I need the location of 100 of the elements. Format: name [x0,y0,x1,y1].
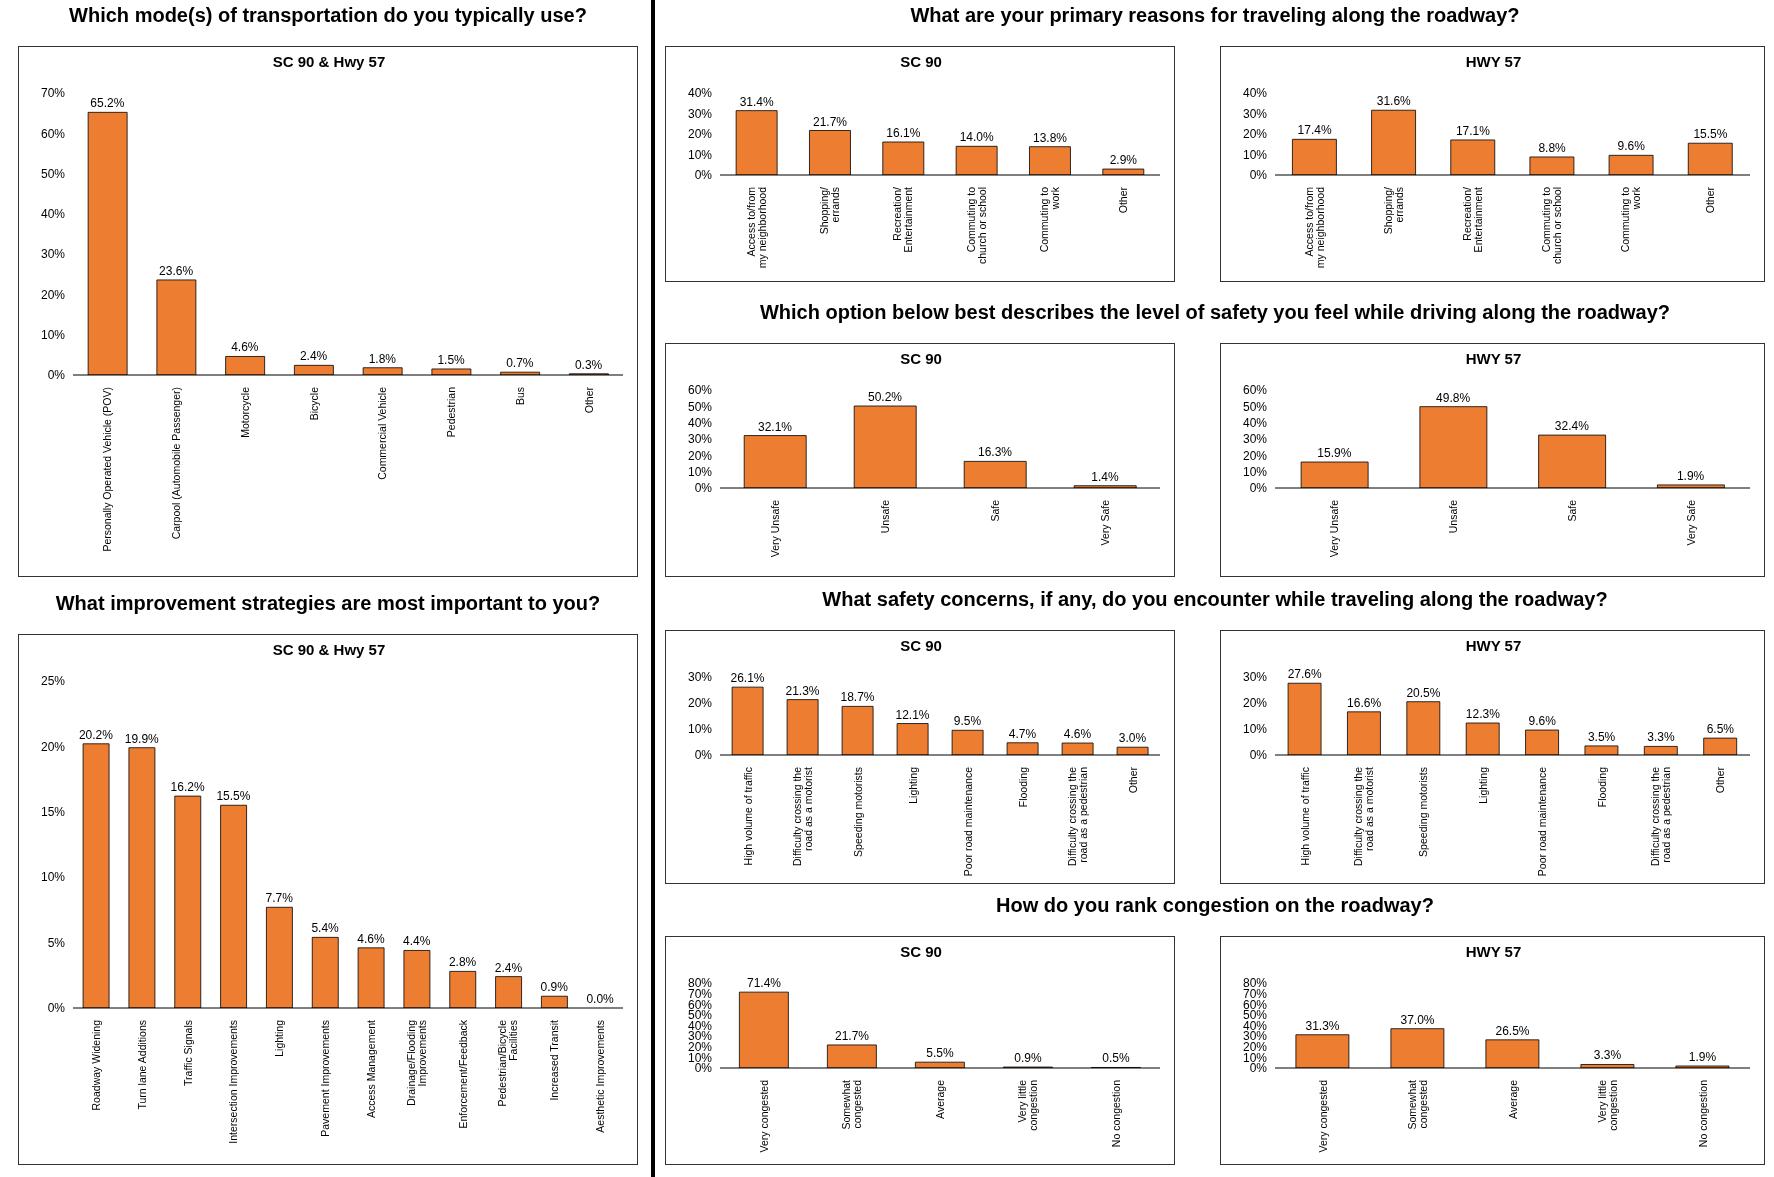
y-tick-label: 30% [1242,670,1268,685]
x-tick-label: Flooding [1595,766,1608,808]
x-tick-label: Shopping/ errands [818,186,841,235]
y-tick-label: 20% [40,739,66,754]
x-tick-label: Very Unsafe [769,499,781,558]
x-tick-label: Lighting [1476,766,1489,804]
data-label: 0.9% [540,980,569,995]
y-tick-label: 40% [1242,86,1268,101]
y-tick-label: 20% [1242,127,1268,142]
data-label: 49.8% [1436,390,1471,405]
y-tick-label: 30% [687,106,713,121]
x-tick-label: Access Management [364,1019,377,1119]
data-label: 3.3% [1593,1048,1622,1063]
x-tick-label: Very Unsafe [1328,499,1341,558]
x-tick-label: No congestion [1110,1079,1122,1148]
data-label: 3.5% [1587,729,1616,744]
x-tick-label: Average [1506,1079,1519,1119]
x-tick-label: Somewhat congested [840,1079,863,1130]
chart-subtitle: SC 90 [899,943,943,960]
y-tick-label: 40% [687,86,713,101]
data-label: 1.9% [1676,468,1705,483]
x-tick-label: Other [1126,766,1139,794]
data-label: 21.7% [812,114,848,129]
y-tick-label: 20% [40,287,66,302]
x-tick-label: Other [582,386,595,414]
data-label: 50.2% [867,390,903,405]
x-tick-label: Speeding motorists [1417,767,1430,857]
chart-subtitle: SC 90 [899,350,943,367]
y-tick-label: 10% [40,327,66,342]
data-label: 0.9% [1014,1051,1042,1066]
chart-title: Which mode(s) of transportation do you typically use? [68,4,588,27]
x-tick-label: Personally Operated Vehicle (POV) [101,387,114,552]
y-tick-label: 0% [694,1061,713,1076]
y-tick-label: 10% [1242,464,1268,479]
data-label: 4.7% [1008,726,1037,741]
data-label: 5.4% [311,921,340,936]
y-tick-label: 30% [687,670,713,685]
x-tick-label: Average [934,1079,946,1119]
chart-subtitle: HWY 57 [1464,53,1523,70]
x-tick-label: Very little congestion [1016,1079,1039,1131]
x-tick-label: Somewhat congested [1405,1079,1429,1130]
data-label: 7.7% [265,891,294,906]
y-tick-label: 0% [1249,168,1268,183]
chart-subtitle: HWY 57 [1464,943,1523,960]
data-label: 0.7% [506,356,534,371]
y-tick-label: 70% [687,986,713,1001]
y-tick-label: 50% [687,399,713,414]
y-tick-label: 20% [687,696,713,711]
data-label: 65.2% [90,96,125,111]
chart-subtitle: SC 90 [899,637,943,654]
data-label: 3.0% [1118,731,1147,746]
data-label: 14.0% [959,130,995,145]
x-tick-label: Safe [1565,499,1578,522]
y-tick-label: 10% [1242,147,1268,162]
data-label: 23.6% [159,263,194,278]
y-tick-label: 40% [1242,415,1268,430]
data-label: 1.8% [368,351,397,366]
x-tick-label: Difficulty crossing the road as a pedestrian [1648,766,1672,867]
x-tick-label: Traffic Signals [181,1020,194,1086]
chart-subtitle: SC 90 [899,53,943,70]
y-tick-label: 0% [694,481,713,496]
data-label: 19.9% [124,731,160,746]
x-tick-label: Commuting to work [1619,186,1643,253]
x-tick-label: Difficulty crossing the road as a motorist [1352,766,1376,867]
y-tick-label: 0% [1249,748,1268,763]
x-tick-label: Intersection Improvements [227,1020,240,1144]
data-label: 8.8% [1538,140,1567,155]
x-tick-label: Access to/from my neighborhood [1302,186,1326,269]
data-label: 31.3% [1305,1018,1340,1033]
y-tick-label: 0% [1249,1061,1268,1076]
chart-subtitle: SC 90 & Hwy 57 [271,53,387,70]
y-tick-label: 0% [1249,481,1268,496]
x-tick-label: No congestion [1696,1079,1709,1148]
y-tick-label: 20% [1242,448,1268,463]
data-label: 16.3% [977,445,1013,460]
y-tick-label: 50% [1242,399,1268,414]
y-tick-label: 10% [687,147,713,162]
x-tick-label: Pedestrian/Bicycle Facilities [496,1019,520,1107]
y-tick-label: 20% [687,448,713,463]
data-label: 31.4% [739,94,775,109]
x-tick-label: Difficulty crossing the road as a motorist [790,766,814,867]
data-label: 17.1% [1455,123,1491,138]
data-label: 31.6% [1376,94,1412,109]
x-tick-label: Poor road maintenance [1536,766,1549,877]
x-tick-label: Very congested [758,1079,770,1153]
text: What safety concerns, if any, do you encounter while traveling along the roadway? [821,588,1609,611]
data-label: 27.6% [1287,667,1323,682]
data-label: 2.4% [299,349,328,364]
y-tick-label: 40% [40,207,66,222]
y-tick-label: 15% [40,805,66,820]
x-tick-label: High volume of traffic [1298,767,1311,866]
x-tick-label: Very congested [1316,1079,1329,1153]
y-tick-label: 30% [1242,432,1268,447]
data-label: 20.5% [1406,685,1441,700]
y-tick-label: 30% [1242,106,1268,121]
x-tick-label: Enforcement/Feedback [456,1019,469,1129]
data-label: 18.7% [840,690,875,705]
data-label: 16.6% [1347,695,1382,710]
x-tick-label: Commercial Vehicle [376,386,389,480]
text: What are your primary reasons for traveling along the roadway? [909,4,1521,27]
